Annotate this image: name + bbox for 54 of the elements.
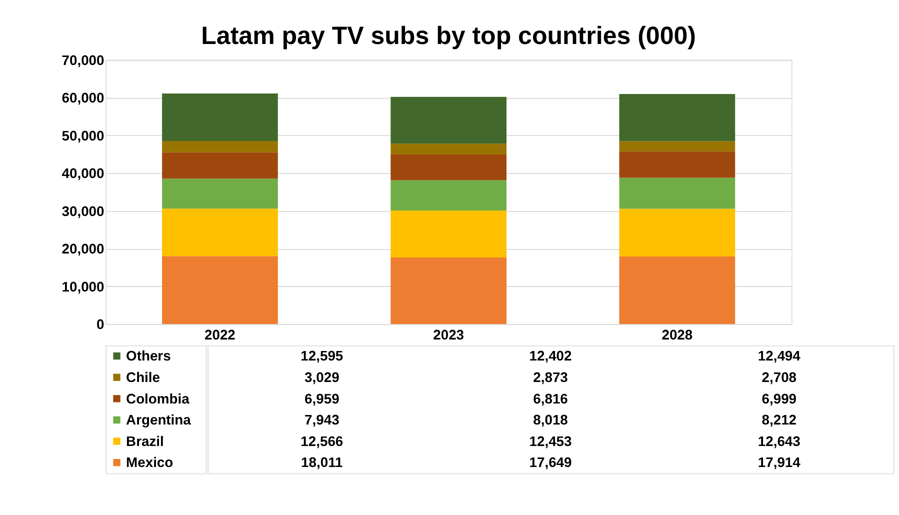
data-label: 12,643 — [758, 432, 801, 449]
bar — [619, 141, 736, 152]
data-label: 17,649 — [529, 454, 572, 470]
data-label: 6,816 — [533, 390, 568, 406]
data-label: 6,959 — [304, 390, 340, 406]
legend-label: Argentina — [126, 412, 192, 428]
x-tick-label: 2028 — [662, 326, 693, 342]
legend-label: Chile — [126, 368, 160, 385]
bar — [619, 208, 736, 256]
bar — [162, 140, 278, 152]
bar — [162, 256, 278, 324]
data-label: 12,566 — [300, 432, 344, 449]
bar — [162, 93, 278, 141]
data-label: 17,914 — [758, 454, 801, 470]
bar — [619, 94, 736, 142]
data-label: 18,011 — [301, 454, 344, 470]
y-tick-label: 0 — [96, 316, 105, 332]
bar — [619, 151, 736, 178]
data-label: 3,029 — [304, 368, 340, 385]
bar — [390, 154, 506, 180]
bar — [162, 208, 278, 256]
legend-label: Others — [126, 348, 172, 364]
bar — [390, 257, 506, 324]
y-tick-label: 70,000 — [62, 52, 105, 68]
bar — [162, 178, 278, 209]
bar — [162, 152, 278, 179]
y-tick-label: 30,000 — [62, 202, 105, 219]
y-tick-label: 60,000 — [62, 90, 105, 106]
data-label: 12,453 — [529, 432, 572, 449]
bar — [390, 210, 506, 258]
bar — [390, 180, 506, 210]
data-label: 2,708 — [762, 368, 797, 385]
data-label: 2,873 — [533, 368, 568, 385]
legend-label: Brazil — [126, 432, 164, 449]
data-label: 8,212 — [762, 412, 797, 428]
legend-label: Colombia — [126, 390, 190, 406]
x-tick-label: 2022 — [204, 326, 236, 342]
bar — [390, 144, 506, 154]
legend-label: Mexico — [126, 454, 174, 470]
data-label: 12,595 — [300, 348, 344, 364]
bar — [390, 96, 506, 144]
y-tick-label: 50,000 — [62, 127, 105, 144]
bar — [619, 256, 736, 324]
data-label: 12,494 — [758, 348, 801, 364]
data-label: 8,018 — [533, 412, 568, 428]
y-tick-label: 40,000 — [62, 165, 105, 182]
y-tick-label: 20,000 — [62, 240, 105, 257]
data-label: 12,402 — [529, 348, 572, 364]
x-tick-label: 2023 — [433, 326, 464, 342]
y-tick-label: 10,000 — [62, 278, 105, 294]
bar — [619, 178, 736, 209]
data-label: 6,999 — [762, 390, 797, 406]
data-label: 7,943 — [304, 412, 340, 428]
chart-title: Latam pay TV subs by top countries (000) — [201, 22, 696, 50]
